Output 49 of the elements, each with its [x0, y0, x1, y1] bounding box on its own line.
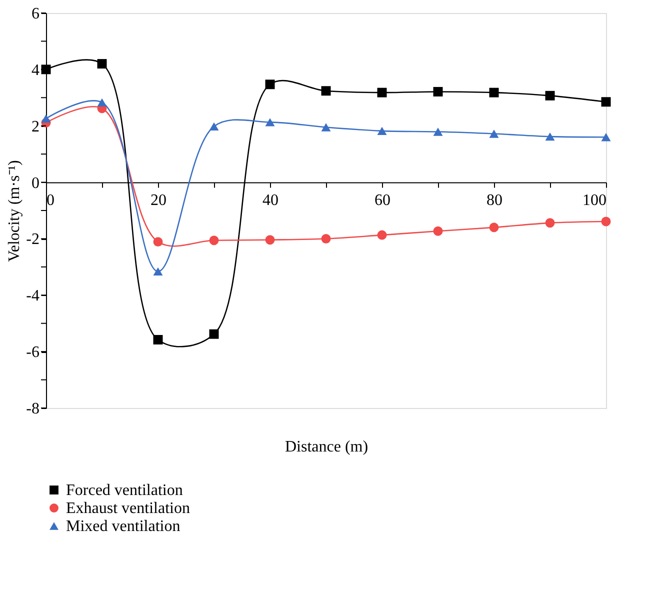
y-tick-label: -2 [26, 231, 40, 248]
point [153, 267, 163, 276]
point [97, 59, 107, 69]
point [265, 118, 275, 126]
legend-label: Forced ventilation [66, 482, 183, 499]
point [433, 226, 443, 236]
point [97, 98, 107, 107]
y-tick-label: -8 [26, 400, 40, 418]
point [153, 334, 163, 344]
y-axis-title: Velocity (m·s⁻¹) [6, 160, 24, 262]
x-tick-label: 20 [150, 192, 166, 209]
y-tick-label: 2 [32, 118, 40, 136]
point [601, 97, 611, 107]
point [41, 114, 51, 123]
legend-label: Exhaust ventilation [66, 500, 190, 517]
point [489, 222, 499, 232]
x-tick-label: 0 [46, 192, 54, 209]
point [433, 128, 443, 136]
legend-label: Mixed ventilation [66, 518, 180, 535]
point [209, 122, 219, 131]
point [321, 86, 331, 96]
point [545, 132, 555, 141]
x-axis-title: Distance (m) [284, 438, 368, 456]
y-tick-label: 6 [32, 6, 40, 22]
point [545, 218, 555, 228]
point [377, 126, 387, 136]
point [153, 237, 163, 247]
point [601, 216, 611, 226]
point [601, 133, 611, 142]
x-tick-label: 80 [486, 192, 502, 209]
point [377, 230, 387, 240]
point [489, 130, 499, 138]
y-tick-label: -4 [26, 288, 40, 305]
point [433, 86, 443, 96]
point [489, 88, 499, 98]
point [209, 329, 219, 339]
point [265, 235, 275, 245]
y-tick-label: -6 [26, 344, 40, 362]
point [321, 123, 331, 132]
y-tick-label: 0 [32, 174, 40, 192]
x-tick-label: 60 [374, 192, 390, 209]
point [209, 236, 219, 246]
y-tick-label: 4 [32, 62, 40, 79]
point [545, 90, 555, 100]
x-tick-label: 40 [262, 192, 278, 209]
point [321, 234, 331, 244]
point [265, 80, 275, 90]
x-tick-label: 100 [582, 192, 606, 209]
point [377, 88, 387, 98]
